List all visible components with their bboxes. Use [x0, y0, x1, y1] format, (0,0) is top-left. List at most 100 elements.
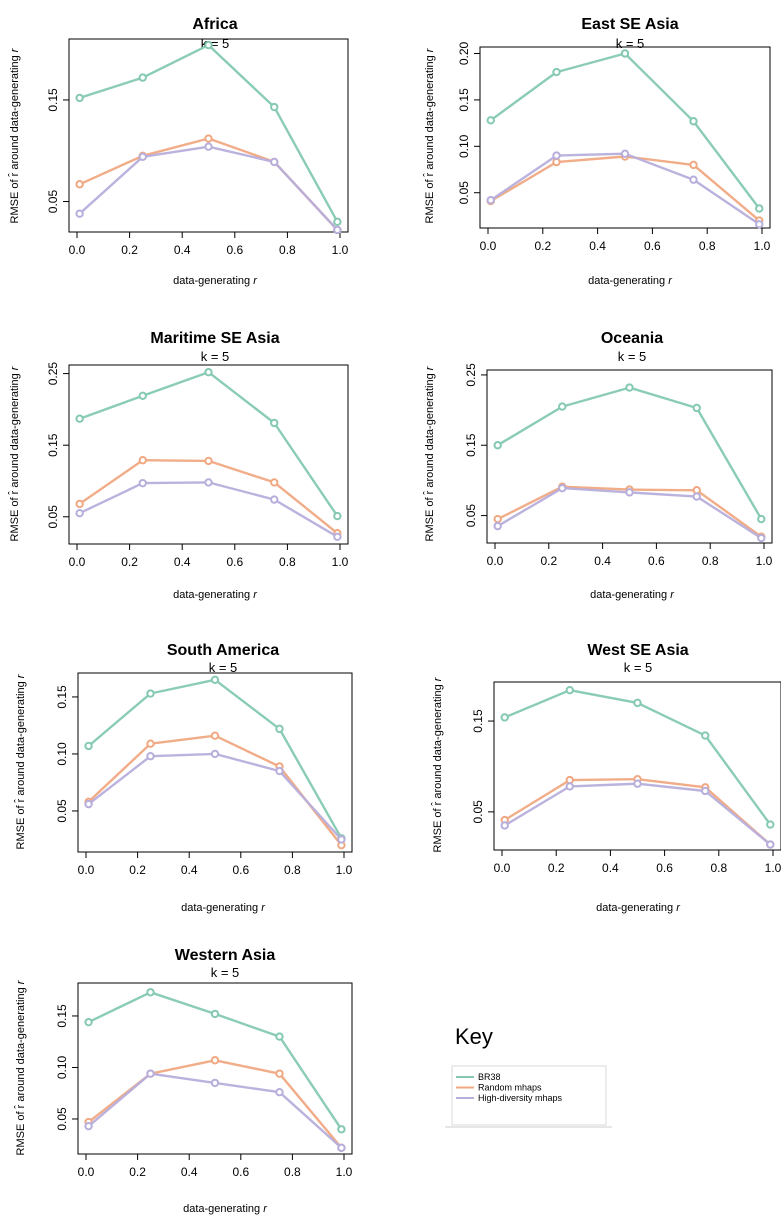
x-tick-label: 0.8 — [284, 863, 301, 877]
x-tick-label: 0.2 — [534, 239, 551, 253]
data-point — [689, 117, 698, 126]
plot-frame — [77, 672, 353, 853]
x-tick-label: 0.6 — [648, 554, 665, 568]
chart-title: South America — [167, 642, 279, 659]
x-tick-label: 0.8 — [279, 243, 296, 257]
y-tick-label: 0.25 — [46, 362, 60, 386]
data-point — [84, 799, 93, 809]
data-point — [75, 209, 84, 218]
data-point — [757, 514, 766, 524]
x-tick-label: 1.0 — [756, 554, 773, 568]
chart-title: Maritime SE Asia — [150, 330, 279, 347]
data-point — [552, 151, 561, 160]
data-point — [138, 152, 147, 162]
data-point — [204, 367, 213, 377]
x-tick-label: 0.0 — [78, 863, 95, 877]
data-point — [84, 1017, 93, 1027]
y-axis-label: RMSE of r̂ around data-generating r — [430, 676, 444, 852]
data-point — [204, 478, 213, 487]
chart-panel: Oceania k = 5 0.0 0.2 0.4 0.6 0.8 1.0 0.05 0.15 0.… — [422, 330, 773, 601]
data-point — [486, 116, 495, 125]
key-box — [451, 1065, 607, 1126]
data-point — [755, 204, 764, 213]
x-tick-label: 1.0 — [332, 243, 349, 257]
plot-frame — [77, 982, 353, 1155]
y-tick-label: 0.05 — [55, 1107, 69, 1131]
chart-subtitle: k = 5 — [624, 660, 653, 675]
data-point — [75, 499, 84, 509]
x-axis-label: data-generating r — [590, 589, 675, 601]
x-tick-label: 0.0 — [494, 861, 511, 875]
y-tick-label: 0.05 — [457, 181, 471, 205]
series-line — [78, 459, 339, 535]
data-point — [275, 1032, 284, 1041]
data-point — [558, 402, 567, 411]
data-point — [766, 840, 775, 849]
data-point — [337, 1143, 346, 1153]
x-tick-label: 0.6 — [232, 863, 249, 877]
data-point — [270, 157, 279, 167]
chart-title: Oceania — [601, 330, 663, 347]
data-point — [75, 93, 84, 103]
data-point — [486, 195, 495, 205]
data-point — [275, 766, 284, 776]
chart-title: Africa — [192, 16, 237, 33]
y-axis-label: RMSE of r̂ around data-generating r — [13, 979, 27, 1155]
data-point — [692, 403, 701, 413]
data-point — [146, 988, 155, 997]
y-axis-label: RMSE of r̂ around data-generating r — [422, 47, 436, 223]
x-tick-label: 0.6 — [644, 239, 661, 253]
data-point — [75, 414, 84, 423]
chart-subtitle: k = 5 — [618, 349, 647, 364]
data-point — [689, 175, 698, 184]
plot-frame — [486, 369, 773, 544]
key-label: BR38 — [478, 1072, 501, 1082]
x-tick-label: 0.0 — [78, 1165, 95, 1179]
chart-subtitle: k = 5 — [211, 965, 240, 980]
y-tick-label: 0.05 — [464, 504, 478, 528]
x-axis-label: data-generating r — [596, 902, 681, 914]
x-tick-label: 0.4 — [589, 239, 606, 253]
data-point — [625, 488, 634, 497]
x-tick-label: 0.4 — [181, 1165, 198, 1179]
chart-subtitle: k = 5 — [616, 36, 645, 51]
x-tick-label: 1.0 — [336, 863, 353, 877]
y-tick-label: 0.05 — [46, 505, 60, 529]
y-axis-label: RMSE of r̂ around data-generating r — [422, 365, 436, 541]
x-tick-label: 1.0 — [336, 1165, 353, 1179]
y-tick-label: 0.15 — [457, 88, 471, 112]
chart-subtitle: k = 5 — [209, 660, 238, 675]
x-tick-label: 0.0 — [480, 239, 497, 253]
data-point — [210, 731, 220, 740]
data-point — [210, 675, 220, 685]
data-point — [633, 698, 642, 708]
x-tick-label: 0.4 — [174, 243, 191, 257]
data-point — [270, 418, 279, 428]
data-point — [210, 749, 220, 759]
data-point — [138, 478, 147, 488]
x-tick-label: 0.0 — [487, 554, 504, 568]
x-tick-label: 1.0 — [754, 239, 771, 253]
data-point — [701, 786, 710, 796]
series-line — [490, 155, 761, 222]
x-axis-label: data-generating r — [588, 275, 673, 287]
y-tick-label: 0.10 — [457, 134, 471, 158]
data-point — [210, 1056, 220, 1065]
x-tick-label: 0.2 — [548, 861, 565, 875]
chart-panel: Maritime SE Asia k = 5 0.0 0.2 0.4 0.6 0.8 1.0 0… — [7, 330, 349, 601]
chart-title: East SE Asia — [581, 16, 678, 33]
series-line — [79, 43, 339, 223]
chart-subtitle: k = 5 — [201, 349, 230, 364]
series-line — [78, 145, 339, 231]
x-tick-label: 0.6 — [226, 243, 243, 257]
data-point — [270, 495, 279, 504]
data-point — [204, 40, 213, 50]
data-point — [270, 478, 279, 487]
data-point — [75, 180, 84, 189]
x-axis-label: data-generating r — [173, 589, 258, 601]
x-tick-label: 0.4 — [174, 555, 191, 569]
data-point — [337, 835, 346, 844]
data-point — [75, 509, 84, 518]
series-line — [490, 152, 760, 226]
x-tick-label: 0.0 — [69, 243, 86, 257]
